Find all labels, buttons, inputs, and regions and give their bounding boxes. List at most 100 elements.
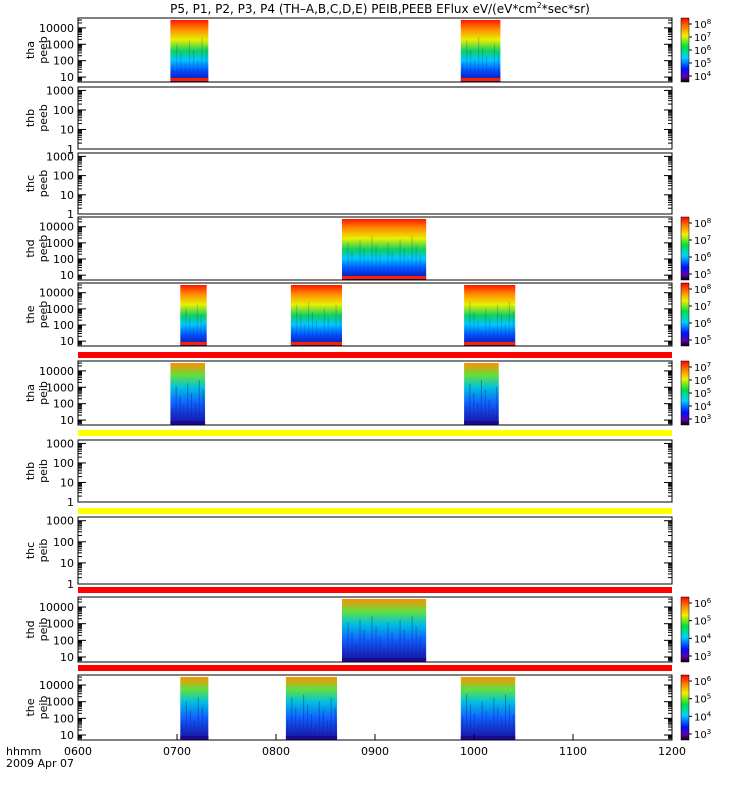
y-label-product: peeb	[37, 104, 50, 132]
y-label-probe: thd	[24, 239, 37, 257]
y-label-probe: tha	[24, 384, 37, 402]
y-tick-label: 1000	[46, 618, 74, 631]
y-tick-label: 10	[60, 651, 74, 664]
colorbar-tick-label: 105	[694, 615, 711, 628]
y-label-product: peeb	[37, 301, 50, 329]
separator-bar	[78, 665, 672, 671]
x-tick-label: 1200	[658, 745, 686, 758]
x-label-date: 2009 Apr 07	[6, 757, 74, 770]
colorbar-tick-label: 108	[694, 217, 711, 230]
colorbar-tick-label: 104	[694, 400, 712, 413]
colorbar	[680, 360, 690, 426]
spectrogram-block	[180, 677, 209, 740]
y-tick-label: 1000	[46, 381, 74, 394]
y-tick-label: 1	[67, 143, 74, 156]
colorbar-tick-label: 106	[694, 251, 712, 264]
spectrogram-block	[464, 363, 499, 425]
spectrogram-floor	[342, 276, 427, 279]
colorbar	[680, 596, 690, 663]
y-tick-label: 10000	[39, 679, 74, 692]
panel-frame	[77, 152, 673, 215]
spectrogram-block	[460, 677, 516, 740]
colorbar-tick-label: 105	[694, 268, 711, 281]
separator-bar	[78, 508, 672, 514]
y-tick-label: 10	[60, 335, 74, 348]
y-tick-label: 10	[60, 729, 74, 742]
y-tick-label: 100	[53, 712, 74, 725]
separator-bar	[78, 430, 672, 436]
y-tick-label: 1000	[46, 696, 74, 709]
panel-frame	[77, 516, 673, 585]
spectrogram-block	[180, 285, 207, 346]
y-tick-label: 1000	[46, 38, 74, 51]
x-tick-label: 1000	[460, 745, 488, 758]
x-label-hhmm: hhmm	[6, 745, 41, 758]
y-label-probe: thc	[24, 175, 37, 192]
chart-title: P5, P1, P2, P3, P4 (TH–A,B,C,D,E) PEIB,P…	[170, 1, 590, 16]
y-label-product: peib	[37, 539, 50, 563]
y-tick-label: 100	[53, 170, 74, 183]
colorbar	[680, 674, 690, 741]
colorbar-tick-label: 107	[694, 361, 711, 374]
panel-frame	[77, 439, 673, 503]
y-label-probe: thb	[24, 109, 37, 127]
colorbar-tick-label: 105	[694, 693, 711, 706]
spectrogram-floor	[170, 421, 206, 424]
y-tick-label: 1000	[46, 437, 74, 450]
y-tick-label: 100	[53, 319, 74, 332]
y-tick-label: 100	[53, 104, 74, 117]
colorbar-tick-label: 103	[694, 650, 711, 663]
spectrogram-block	[342, 599, 427, 662]
y-tick-label: 1000	[46, 237, 74, 250]
y-tick-label: 100	[53, 634, 74, 647]
x-tick-label: 0700	[163, 745, 191, 758]
colorbar-tick-label: 105	[694, 57, 711, 70]
spectrogram-floor	[180, 736, 209, 739]
panel-thb-peeb: 1 10 100 1000 thb peeb	[24, 84, 673, 156]
y-tick-label: 100	[53, 398, 74, 411]
spectrogram-floor	[342, 658, 427, 661]
y-tick-label: 10000	[39, 287, 74, 300]
panel-thc-peib: 1 10 100 1000 thc peib	[24, 515, 673, 591]
colorbar-tick-label: 103	[694, 728, 711, 741]
y-tick-label: 1	[67, 496, 74, 509]
colorbar	[680, 17, 690, 83]
spectrogram-block	[170, 363, 206, 425]
y-tick-label: 10	[60, 123, 74, 136]
y-tick-label: 10000	[39, 22, 74, 35]
y-tick-label: 10	[60, 71, 74, 84]
y-label-product: peib	[37, 618, 50, 642]
y-label-probe: the	[24, 305, 37, 323]
y-tick-label: 100	[53, 55, 74, 68]
y-tick-label: 10	[60, 476, 74, 489]
spectrogram-floor	[460, 736, 516, 739]
y-tick-label: 10	[60, 189, 74, 202]
y-tick-label: 100	[53, 536, 74, 549]
spectrogram-floor	[285, 736, 338, 739]
panel-frame	[77, 674, 673, 741]
y-label-product: peib	[37, 696, 50, 720]
y-tick-label: 1000	[46, 515, 74, 528]
colorbar-tick-label: 104	[694, 710, 712, 723]
y-label-product: peeb	[37, 235, 50, 263]
y-tick-label: 1000	[46, 303, 74, 316]
y-tick-label: 10000	[39, 601, 74, 614]
y-label-product: peib	[37, 459, 50, 483]
y-tick-label: 1	[67, 578, 74, 591]
colorbar-tick-label: 105	[694, 334, 711, 347]
colorbar-tick-label: 106	[694, 317, 712, 330]
colorbar-tick-label: 107	[694, 234, 711, 247]
spectrogram-block	[342, 219, 427, 280]
y-tick-label: 1000	[46, 150, 74, 163]
colorbar-tick-label: 108	[694, 283, 711, 296]
y-label-product: peeb	[37, 170, 50, 198]
panel-frame	[77, 282, 673, 347]
colorbar-tick-label: 104	[694, 632, 712, 645]
y-label-probe: tha	[24, 41, 37, 59]
spectrogram-floor	[290, 342, 342, 345]
spectrogram-floor	[464, 342, 516, 345]
colorbar-tick-label: 106	[694, 675, 712, 688]
